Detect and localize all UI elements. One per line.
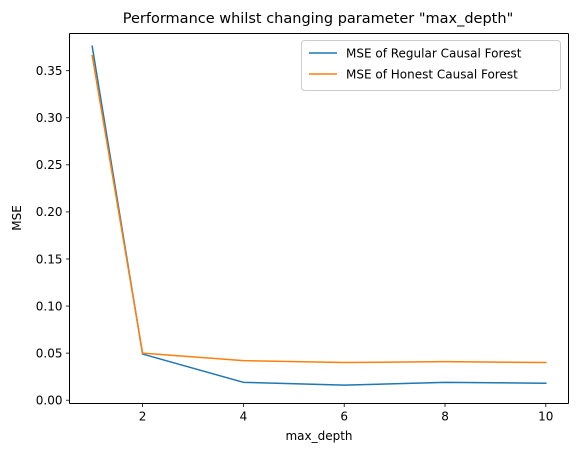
chart-title: Performance whilst changing parameter "m… <box>123 11 513 27</box>
y-tick-label: 0.00 <box>36 394 63 408</box>
x-axis-ticks: 2 4 6 8 10 <box>139 403 553 424</box>
y-tick-label: 0.20 <box>36 205 63 219</box>
y-tick-label: 0.10 <box>36 299 63 313</box>
y-tick-label: 0.05 <box>36 346 63 360</box>
x-tick-label: 2 <box>139 410 147 424</box>
legend-label-1: MSE of Honest Causal Forest <box>346 67 518 81</box>
plot-frame <box>69 33 569 404</box>
y-axis-ticks: 0.00 0.05 0.10 0.15 0.20 0.25 0.30 0.35 <box>36 64 70 408</box>
x-tick-label: 8 <box>441 410 449 424</box>
x-axis-label: max_depth <box>285 429 352 443</box>
x-tick-label: 6 <box>340 410 348 424</box>
series-lines <box>91 45 547 386</box>
legend-label-0: MSE of Regular Causal Forest <box>346 46 522 60</box>
legend-box <box>301 40 561 91</box>
x-tick-label: 10 <box>538 410 553 424</box>
y-tick-label: 0.15 <box>36 252 63 266</box>
y-tick-label: 0.30 <box>36 111 63 125</box>
y-axis-label: MSE <box>10 205 24 231</box>
legend: MSE of Regular Causal Forest MSE of Hones… <box>301 40 561 91</box>
x-tick-label: 4 <box>240 410 248 424</box>
plot-area <box>69 33 569 404</box>
y-tick-label: 0.25 <box>36 158 63 172</box>
y-tick-label: 0.35 <box>36 64 63 78</box>
series-line-1 <box>91 54 547 364</box>
axes-spines <box>69 33 569 404</box>
